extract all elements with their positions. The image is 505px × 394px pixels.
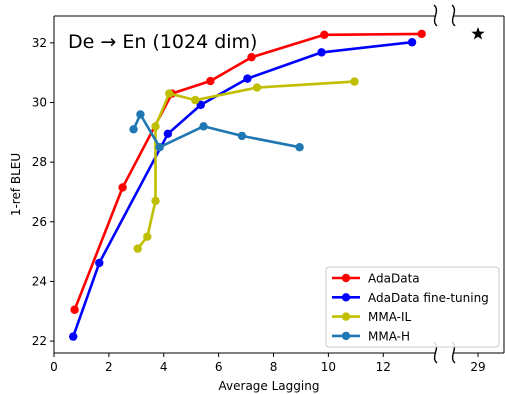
legend-label: AdaData fine-tuning	[368, 291, 489, 305]
legend-box	[325, 266, 500, 348]
x-tick-label: 10	[321, 360, 336, 374]
data-point	[95, 258, 104, 268]
data-point	[417, 29, 426, 39]
series-layer	[69, 29, 426, 341]
data-point	[136, 110, 145, 119]
data-point	[133, 244, 142, 253]
data-point	[70, 305, 79, 314]
y-tick-label: 26	[32, 215, 47, 229]
data-point	[151, 196, 160, 206]
data-point	[320, 30, 329, 39]
data-point	[143, 232, 152, 241]
legend-item: MMA-H	[332, 329, 410, 343]
data-point	[165, 89, 174, 98]
y-tick-label: 24	[32, 274, 47, 288]
data-point	[247, 52, 256, 62]
legend-item: AdaData	[332, 272, 420, 286]
data-point	[196, 100, 205, 110]
y-axis-label: 1-ref BLEU	[9, 153, 23, 216]
x-tick-label: 2	[105, 360, 113, 374]
data-point	[151, 122, 160, 131]
data-point	[237, 131, 247, 141]
data-point	[69, 332, 78, 341]
legend-label: MMA-IL	[368, 310, 412, 324]
y-tick-label: 22	[32, 334, 47, 348]
series-3	[129, 110, 304, 152]
data-point	[129, 125, 138, 134]
series-0	[70, 29, 426, 314]
data-point	[295, 143, 304, 152]
y-tick-label: 32	[32, 36, 47, 50]
axis-break-mark	[451, 4, 456, 27]
series-1	[69, 38, 417, 341]
data-point	[118, 183, 127, 192]
star-marker	[471, 26, 485, 40]
legend-item: AdaData fine-tuning	[332, 291, 489, 305]
y-tick-label: 28	[32, 155, 47, 169]
data-point	[252, 83, 262, 92]
data-point	[163, 129, 173, 139]
series-line	[136, 80, 355, 250]
legend-label: MMA-H	[368, 329, 410, 343]
data-point	[199, 122, 208, 131]
axis-break-mark	[433, 4, 438, 27]
data-point	[407, 38, 417, 47]
legend-item: MMA-IL	[332, 310, 412, 324]
extra-points	[471, 26, 485, 40]
x-tick-label: 0	[50, 360, 58, 374]
data-point	[206, 76, 215, 86]
legend-swatch-marker	[341, 273, 351, 283]
chart-title: De → En (1024 dim)	[68, 31, 257, 53]
legend-label: AdaData	[368, 272, 420, 286]
legend-swatch-marker	[341, 312, 351, 321]
series-2	[133, 77, 359, 253]
x-tick-label: 4	[160, 360, 168, 374]
data-point	[317, 48, 326, 57]
x-tick-label: 29	[470, 360, 485, 374]
data-point	[191, 95, 200, 105]
legend: AdaData AdaData fine-tuning MMA-IL MMA-H	[325, 266, 500, 348]
data-point	[350, 77, 359, 86]
x-axis-label: Average Lagging	[219, 379, 320, 393]
x-tick-label: 12	[376, 360, 391, 374]
data-point	[155, 143, 164, 152]
axes-frame	[53, 15, 505, 354]
x-tick-label: 8	[270, 360, 278, 374]
x-tick-label: 6	[215, 360, 223, 374]
legend-swatch-marker	[341, 331, 351, 341]
y-tick-label: 30	[32, 95, 47, 109]
data-point	[243, 74, 252, 83]
legend-swatch-marker	[341, 293, 351, 302]
